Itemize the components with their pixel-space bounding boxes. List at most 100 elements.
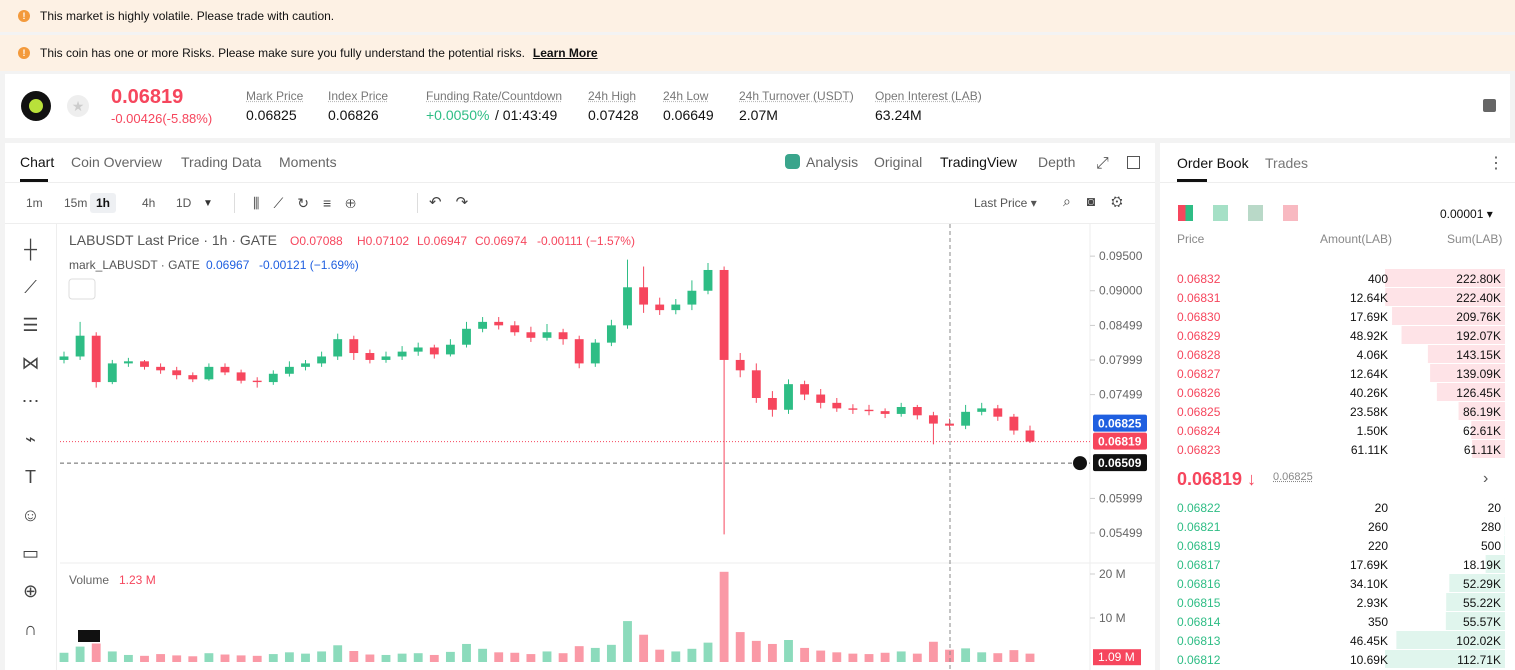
volume-bar bbox=[639, 634, 649, 662]
book-sum: 280 bbox=[1481, 520, 1501, 534]
candle-body bbox=[945, 423, 954, 426]
fullscreen-button[interactable]: ⤢ bbox=[1096, 155, 1109, 172]
candle-body bbox=[703, 269, 713, 291]
book-icon[interactable] bbox=[1483, 99, 1496, 112]
candle-body bbox=[928, 415, 938, 424]
volume-bar bbox=[703, 642, 713, 662]
candle-body bbox=[767, 397, 777, 410]
candle-body bbox=[590, 342, 600, 364]
depth-bar bbox=[1385, 288, 1505, 306]
mark-value: 0.06967 bbox=[206, 258, 250, 272]
stat-label: Index Price bbox=[328, 89, 389, 103]
volume-bar bbox=[623, 621, 632, 662]
book-price: 0.06826 bbox=[1177, 386, 1221, 400]
chart-tab[interactable]: Coin Overview bbox=[71, 154, 163, 170]
book-sum: 61.11K bbox=[1464, 443, 1501, 457]
book-sum: 52.29K bbox=[1463, 577, 1501, 591]
stat-value: 0.06826 bbox=[328, 107, 379, 123]
drawing-toolbar[interactable]: ┼ ⟋ ☰ ⋈ ⋯ ⌁ T ☺ ▭ ⊕ ∩ bbox=[5, 224, 57, 670]
chart-tab[interactable]: Chart bbox=[20, 154, 55, 170]
candle-body bbox=[220, 366, 230, 373]
view-tab[interactable]: Depth bbox=[1038, 154, 1076, 170]
interval[interactable]: 1m bbox=[26, 196, 43, 210]
volume-bar bbox=[848, 653, 858, 662]
volume-bar bbox=[317, 651, 327, 662]
learn-more-link[interactable]: Learn More bbox=[532, 46, 598, 60]
order-book-panel: Order Book Trades ⋮ 0.00001 ▾ Price Amou… bbox=[1160, 143, 1515, 670]
book-sum: 112.71K bbox=[1457, 653, 1501, 667]
window-button[interactable] bbox=[1127, 156, 1140, 169]
mark-value: -0.00121 (−1.69%) bbox=[259, 258, 359, 272]
chart-tab[interactable]: Trading Data bbox=[181, 154, 262, 170]
depth-bar bbox=[1430, 364, 1505, 382]
favorite-button[interactable]: ★ bbox=[67, 95, 89, 117]
volume-bar bbox=[655, 649, 665, 662]
book-price: 0.06819 bbox=[1177, 539, 1221, 553]
book-sum: 55.22K bbox=[1463, 596, 1501, 610]
book-amount: 12.64K bbox=[1350, 291, 1388, 305]
tab-underline bbox=[20, 179, 48, 182]
depth-bar bbox=[1392, 307, 1505, 325]
volume-value: 1.23 M bbox=[119, 573, 156, 587]
view-tab[interactable]: Analysis bbox=[806, 154, 859, 170]
more-button[interactable]: › bbox=[1483, 470, 1489, 487]
book-amount: 23.58K bbox=[1350, 405, 1388, 419]
chart-actions[interactable]: ⌕◙⚙ bbox=[1063, 193, 1139, 209]
volume-bar bbox=[864, 654, 874, 662]
book-price: 0.06816 bbox=[1177, 577, 1221, 591]
book-layout-buttons[interactable] bbox=[1178, 205, 1298, 221]
interval[interactable]: 15m bbox=[64, 196, 88, 210]
interval[interactable]: 1D bbox=[176, 196, 192, 210]
price-type-select[interactable]: Last Price ▾ bbox=[974, 196, 1037, 210]
y-tick-label: 0.09000 bbox=[1099, 284, 1143, 298]
coin-logo bbox=[21, 91, 51, 121]
precision-select[interactable]: 0.00001 ▾ bbox=[1440, 207, 1493, 221]
depth-bar bbox=[1396, 631, 1505, 649]
order-book-tab[interactable]: Order Book bbox=[1177, 155, 1249, 171]
stat-value: +0.0050% bbox=[426, 107, 490, 123]
candle-body bbox=[381, 356, 391, 360]
chart-tools[interactable]: ⫼⟋↻≡⊕ bbox=[253, 195, 370, 211]
book-amount: 46.45K bbox=[1350, 634, 1388, 648]
y-tick-label: 0.08499 bbox=[1099, 318, 1143, 332]
volume-bar bbox=[510, 652, 520, 662]
book-amount: 400 bbox=[1368, 272, 1388, 286]
risk-banner: ! This coin has one or more Risks. Please… bbox=[0, 35, 1515, 71]
volume-bar bbox=[542, 651, 552, 662]
candle-body bbox=[574, 339, 584, 364]
analysis-icon bbox=[785, 154, 800, 169]
candle-body bbox=[784, 384, 793, 410]
volume-bar bbox=[236, 655, 246, 662]
view-tab[interactable]: TradingView bbox=[940, 154, 1018, 170]
view-tab[interactable]: Original bbox=[874, 154, 923, 170]
y-tick-label: 0.07999 bbox=[1099, 353, 1143, 367]
stat-label: 24h Turnover (USDT) bbox=[739, 89, 854, 103]
depth-bar bbox=[1445, 612, 1505, 630]
candle-body bbox=[816, 394, 826, 403]
interval[interactable]: 1h bbox=[90, 193, 117, 213]
candle-body bbox=[655, 304, 665, 311]
book-amount: 10.69K bbox=[1350, 653, 1388, 667]
depth-bar bbox=[1471, 421, 1505, 439]
volume-title: Volume bbox=[69, 573, 109, 587]
tv-logo bbox=[78, 630, 100, 642]
book-sum: 18.19K bbox=[1463, 558, 1501, 572]
volume-bar bbox=[558, 653, 568, 662]
book-price: 0.06814 bbox=[1177, 615, 1221, 629]
precision: 0.00001 bbox=[1440, 207, 1484, 221]
candle-body bbox=[606, 325, 616, 343]
price-type: Last Price bbox=[974, 196, 1028, 210]
chart-tab[interactable]: Moments bbox=[279, 154, 337, 170]
interval[interactable]: 4h bbox=[142, 196, 156, 210]
undo-redo[interactable]: ↶↷ bbox=[429, 194, 483, 211]
depth-bar bbox=[1504, 536, 1505, 554]
symbol-label: LABUSDT Last Price · 1h · GATE bbox=[69, 232, 277, 248]
book-price: 0.06822 bbox=[1177, 501, 1221, 515]
book-amount: 12.64K bbox=[1350, 367, 1388, 381]
stat-value: 0.06649 bbox=[663, 107, 714, 123]
candle-body bbox=[494, 321, 504, 326]
book-amount: 20 bbox=[1375, 501, 1389, 515]
price-badge-label: 0.06819 bbox=[1098, 435, 1142, 449]
trades-tab[interactable]: Trades bbox=[1265, 155, 1309, 171]
banner-text: This market is highly volatile. Please t… bbox=[40, 9, 335, 23]
